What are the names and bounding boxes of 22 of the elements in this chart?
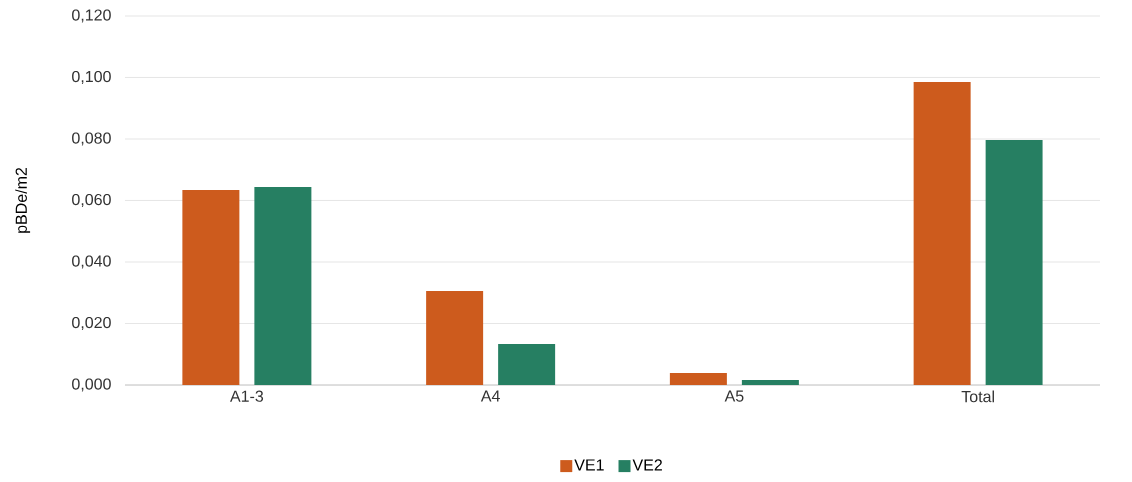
y-tick-label: 0,060	[72, 193, 111, 208]
x-tick-label: A5	[724, 390, 744, 402]
legend-label: VE2	[632, 459, 662, 471]
y-tick-label: 0,000	[72, 378, 111, 392]
y-tick-label: 0,040	[72, 255, 111, 269]
x-tick-label: A4	[480, 390, 500, 402]
x-tick-label: Total	[961, 390, 994, 403]
y-tick-label: 0,080	[72, 132, 111, 146]
bar	[498, 344, 556, 385]
x-tick-label: A1-3	[230, 390, 264, 402]
bar	[182, 190, 240, 385]
bar	[985, 139, 1043, 385]
legend-label: VE1	[574, 459, 604, 471]
y-tick-label: 0,020	[72, 316, 111, 331]
bar	[741, 380, 799, 385]
bar	[254, 186, 312, 385]
y-tick-label: 0,120	[72, 9, 111, 23]
bar	[426, 290, 484, 385]
y-axis-title: pBDe/m2	[15, 167, 31, 233]
y-tick-label: 0,100	[72, 70, 111, 85]
bar	[913, 82, 971, 385]
bar	[669, 373, 727, 385]
